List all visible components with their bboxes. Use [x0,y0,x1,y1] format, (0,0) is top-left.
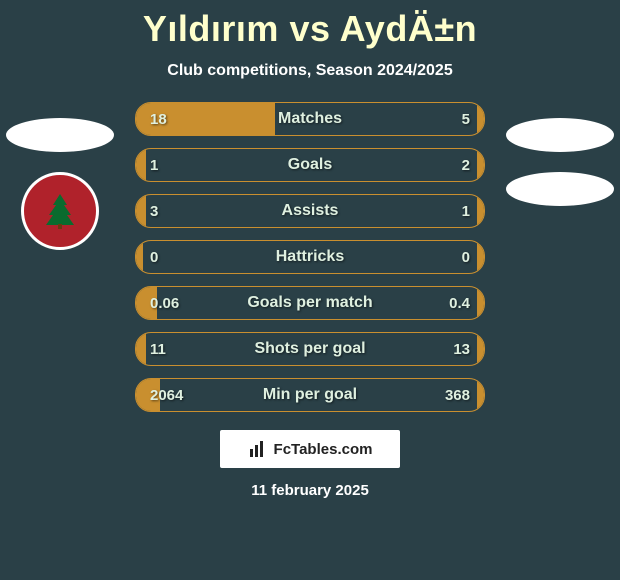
stat-label: Matches [278,110,342,128]
footer-date: 11 february 2025 [0,482,620,499]
stat-row-min-per-goal: 2064 Min per goal 368 [135,378,485,412]
stat-fill-right [477,287,484,319]
stat-row-matches: 18 Matches 5 [135,102,485,136]
stat-fill-right [477,149,484,181]
player-avatar-placeholder [506,118,614,152]
stat-label: Assists [282,202,339,220]
right-player-column [506,118,614,206]
stat-left-value: 3 [150,203,158,220]
stat-left-value: 11 [150,341,166,358]
stat-right-value: 13 [453,341,470,358]
left-player-column [6,118,114,250]
stat-fill-right [477,103,484,135]
stat-row-hattricks: 0 Hattricks 0 [135,240,485,274]
stat-right-value: 368 [445,387,470,404]
stat-fill-left [136,241,143,273]
stat-row-shots-per-goal: 11 Shots per goal 13 [135,332,485,366]
stat-row-goals: 1 Goals 2 [135,148,485,182]
brand-link[interactable]: FcTables.com [220,430,400,468]
stat-fill-right [477,333,484,365]
page-subtitle: Club competitions, Season 2024/2025 [0,62,620,80]
stat-fill-right [477,241,484,273]
stat-label: Min per goal [263,386,357,404]
page-title: Yıldırım vs AydÄ±n [0,0,620,50]
brand-text: FcTables.com [274,441,373,458]
stat-label: Shots per goal [254,340,365,358]
stat-label: Goals per match [247,294,372,312]
stat-fill-right [477,379,484,411]
stat-left-value: 0.06 [150,295,179,312]
stat-left-value: 0 [150,249,158,266]
stat-fill-left [136,333,146,365]
stat-right-value: 5 [462,111,470,128]
stat-left-value: 18 [150,111,167,128]
stat-row-goals-per-match: 0.06 Goals per match 0.4 [135,286,485,320]
stat-left-value: 2064 [150,387,183,404]
stat-fill-right [477,195,484,227]
tree-icon [40,191,80,231]
player-avatar-placeholder [6,118,114,152]
stat-row-assists: 3 Assists 1 [135,194,485,228]
club-badge-left [21,172,99,250]
stat-fill-left [136,195,146,227]
stats-table: 18 Matches 5 1 Goals 2 3 Assists 1 0 Hat… [135,102,485,412]
stat-right-value: 1 [462,203,470,220]
stat-right-value: 0 [462,249,470,266]
club-badge-placeholder [506,172,614,206]
bar-chart-icon [248,439,268,459]
stat-right-value: 2 [462,157,470,174]
stat-right-value: 0.4 [449,295,470,312]
stat-left-value: 1 [150,157,158,174]
stat-label: Goals [288,156,332,174]
stat-label: Hattricks [276,248,344,266]
stat-fill-left [136,149,146,181]
